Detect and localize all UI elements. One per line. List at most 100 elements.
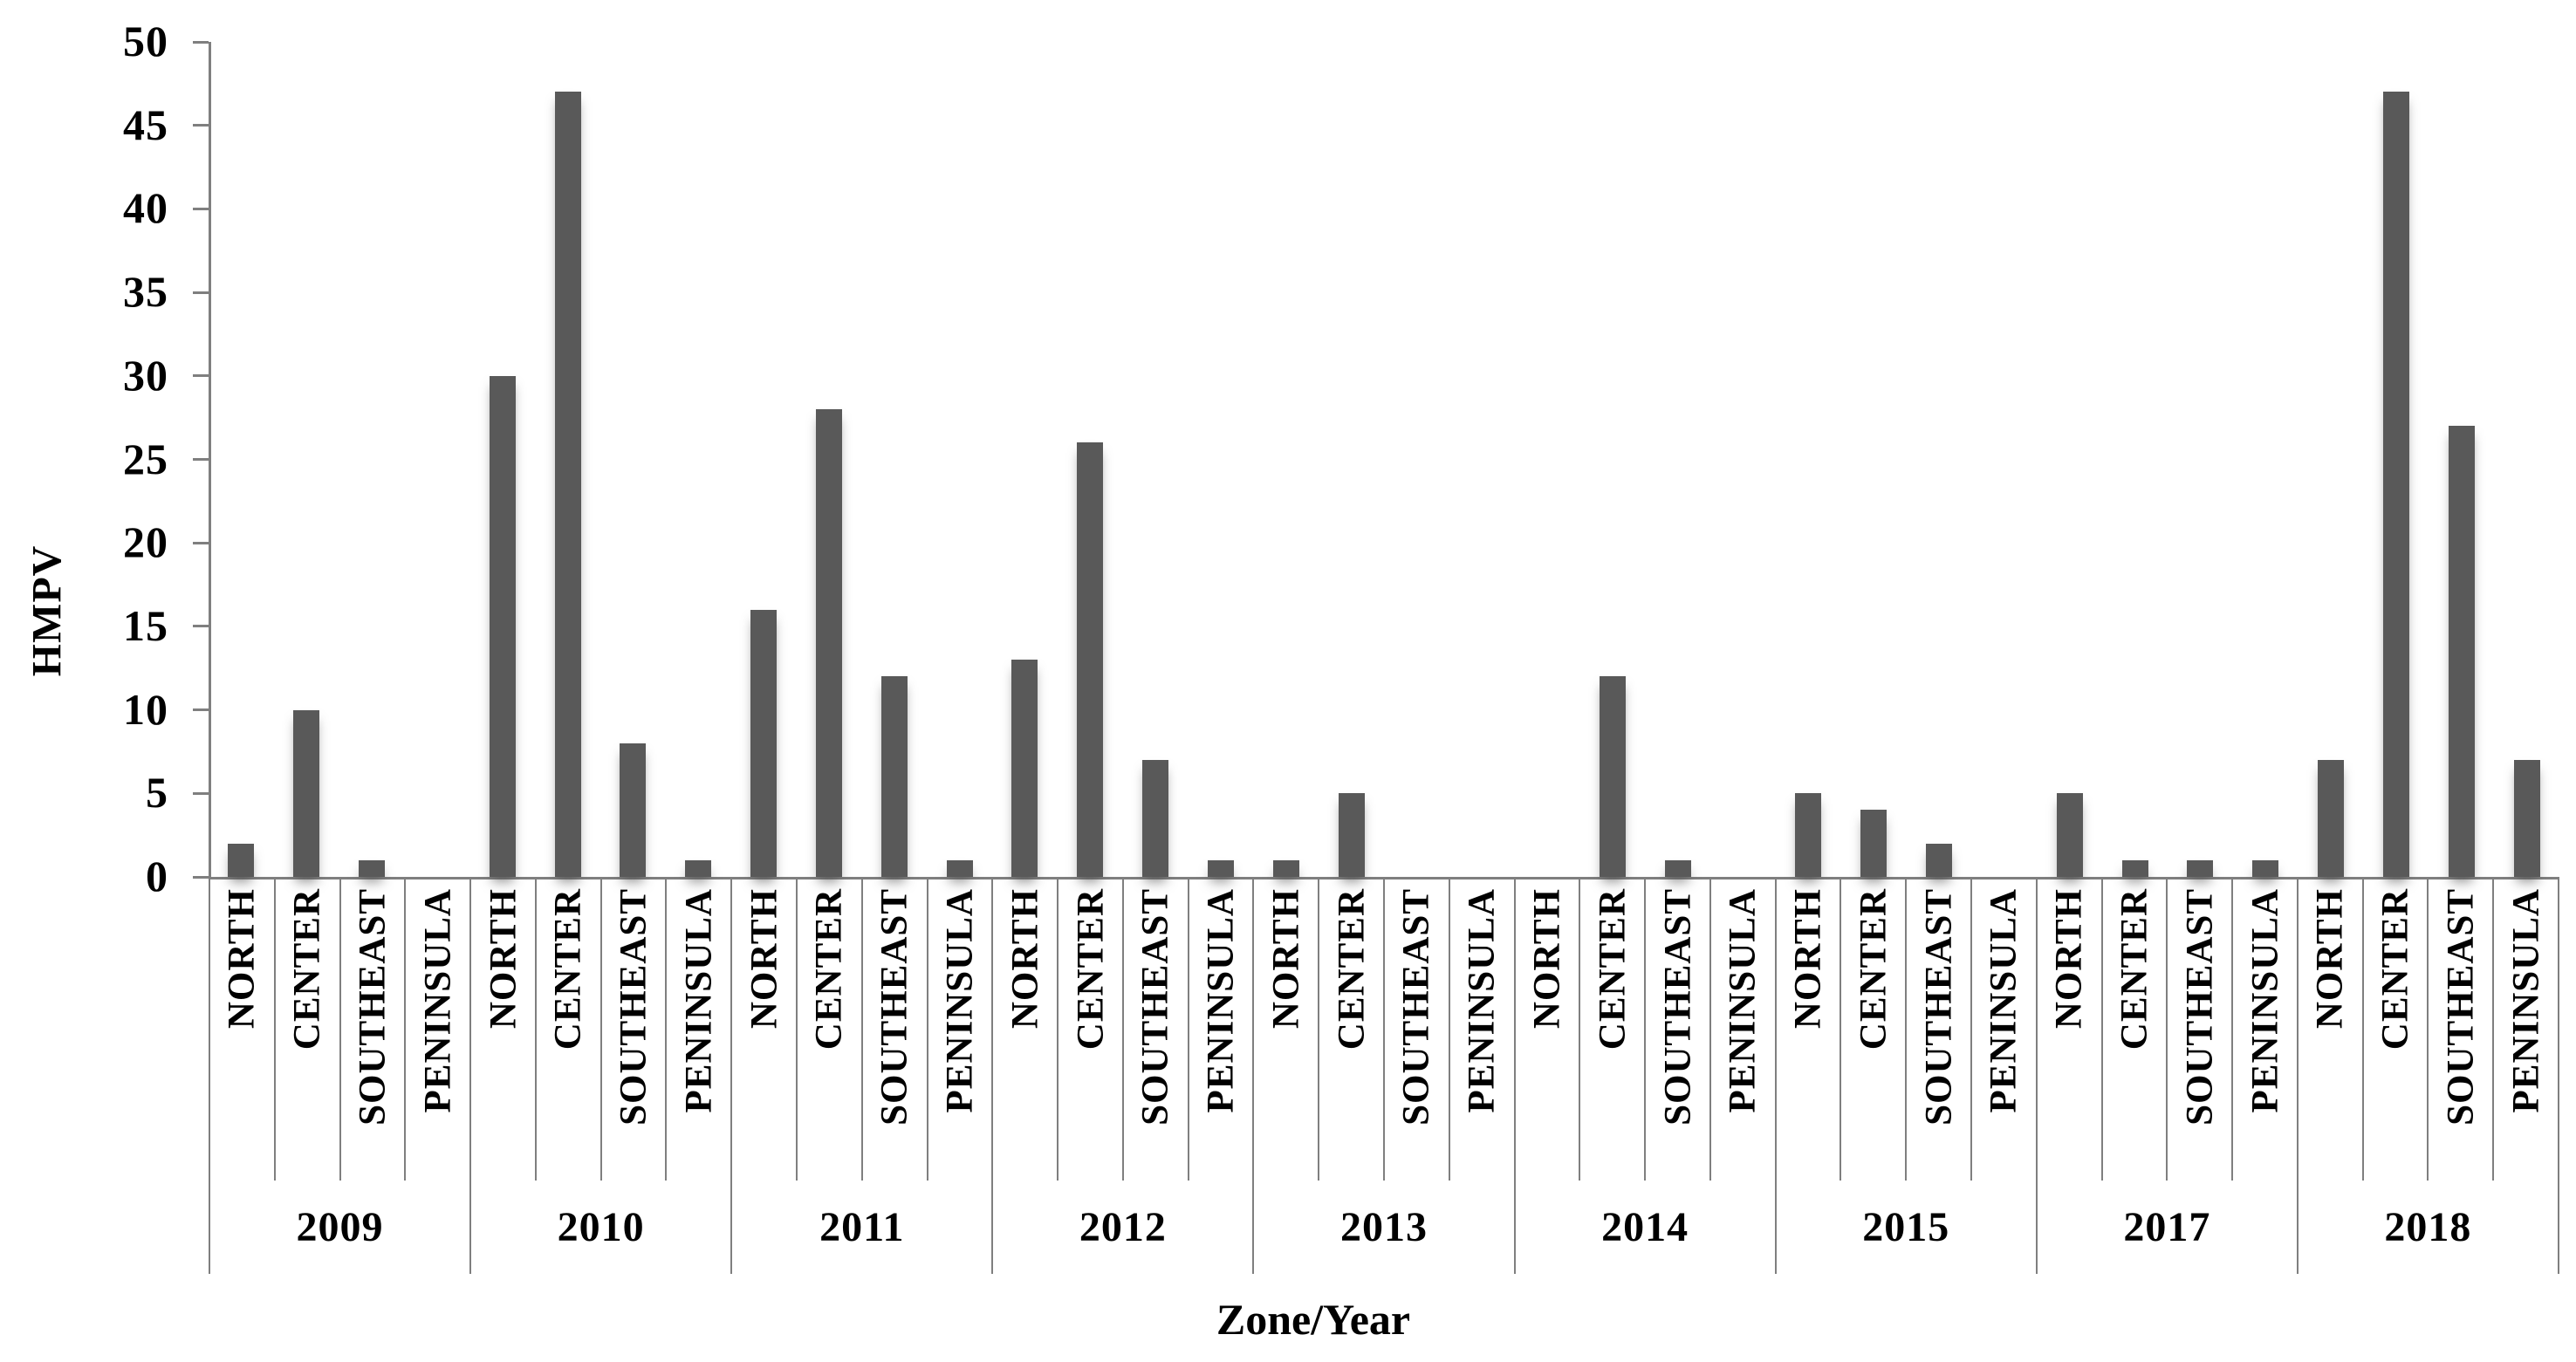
bar-2011-north [750, 609, 778, 877]
zone-label-peninsula: PENINSULA [1722, 888, 1764, 1113]
bar-slot [274, 42, 339, 877]
bar-group-2017 [2037, 42, 2298, 877]
bar-slot [2363, 42, 2429, 877]
bar-slot [1841, 42, 1907, 877]
year-group-2010: NORTH CENTER SOUTHEAST PENINSULA 2010 [469, 879, 730, 1274]
y-tick-mark [193, 124, 209, 127]
zone-cell: SOUTHEAST [2429, 879, 2495, 1181]
zones-row: NORTH CENTER SOUTHEAST PENINSULA [471, 879, 730, 1181]
bar-2009-southeast [359, 859, 386, 877]
bar-2017-southeast [2187, 859, 2214, 877]
year-group-2014: NORTH CENTER SOUTHEAST PENINSULA 2014 [1513, 879, 1775, 1274]
zone-label-center: CENTER [1853, 888, 1894, 1051]
bar-slot [1710, 42, 1776, 877]
zone-cell: SOUTHEAST [602, 879, 668, 1181]
x-axis-line [209, 877, 2559, 879]
bar-2009-center [293, 709, 320, 877]
zones-row: NORTH CENTER SOUTHEAST PENINSULA [993, 879, 1252, 1181]
zone-label-north: NORTH [2309, 888, 2351, 1030]
zone-label-center: CENTER [1330, 888, 1372, 1051]
zone-cell: PENINSULA [1711, 879, 1775, 1181]
zone-label-center: CENTER [286, 888, 328, 1051]
bar-slot [1319, 42, 1384, 877]
zone-cell: NORTH [1254, 879, 1320, 1181]
zone-label-peninsula: PENINSULA [2504, 888, 2546, 1113]
bar-slot [1515, 42, 1580, 877]
zone-cell: CENTER [1580, 879, 1647, 1181]
bar-slot [861, 42, 927, 877]
year-label-2011: 2011 [819, 1204, 905, 1250]
bar-slot [1123, 42, 1189, 877]
zone-label-north: NORTH [2048, 888, 2090, 1030]
zone-cell: SOUTHEAST [341, 879, 407, 1181]
year-label-2012: 2012 [1079, 1204, 1167, 1250]
bar-2017-center [2121, 859, 2148, 877]
bar-2018-southeast [2448, 426, 2475, 877]
plot-area [209, 42, 2559, 877]
zones-row: NORTH CENTER SOUTHEAST PENINSULA [210, 879, 469, 1181]
zone-label-peninsula: PENINSULA [678, 888, 720, 1113]
zone-label-southeast: SOUTHEAST [1917, 888, 1959, 1126]
zone-cell: NORTH [732, 879, 798, 1181]
bar-slot [731, 42, 797, 877]
zone-cell: NORTH [2299, 879, 2364, 1181]
zone-cell: CENTER [276, 879, 341, 1181]
bar-2010-peninsula [685, 859, 712, 877]
bar-group-2012 [992, 42, 1253, 877]
y-tick-mark [193, 207, 209, 210]
zone-cell: CENTER [1841, 879, 1908, 1181]
zone-label-southeast: SOUTHEAST [874, 888, 915, 1126]
y-tick-label: 40 [123, 183, 168, 233]
bar-slot [2233, 42, 2299, 877]
zone-label-center: CENTER [547, 888, 589, 1051]
bar-slot [2429, 42, 2494, 877]
zone-label-peninsula: PENINSULA [1461, 888, 1503, 1113]
x-axis-title: Zone/Year [1216, 1295, 1411, 1344]
bar-2014-center [1599, 676, 1626, 877]
bar-slot [1907, 42, 1972, 877]
year-label-2010: 2010 [557, 1204, 645, 1250]
bar-slot [2299, 42, 2364, 877]
bar-slot [1449, 42, 1515, 877]
bar-slot [1253, 42, 1319, 877]
year-label-2015: 2015 [1862, 1204, 1950, 1250]
bar-slot [1058, 42, 1123, 877]
y-tick-mark [193, 708, 209, 712]
zones-row: NORTH CENTER SOUTHEAST PENINSULA [1254, 879, 1513, 1181]
y-tick-mark [193, 374, 209, 378]
bar-2011-peninsula [946, 859, 973, 877]
bar-slot [796, 42, 861, 877]
bar-slot [2037, 42, 2102, 877]
bar-2010-southeast [620, 743, 647, 877]
bar-2012-southeast [1142, 760, 1169, 877]
zone-label-peninsula: PENINSULA [1200, 888, 1242, 1113]
bar-slot [1579, 42, 1645, 877]
bar-2018-center [2382, 92, 2409, 877]
zone-label-north: NORTH [1526, 888, 1568, 1030]
zones-row: NORTH CENTER SOUTHEAST PENINSULA [2299, 879, 2558, 1181]
zone-label-southeast: SOUTHEAST [1134, 888, 1176, 1126]
zone-label-peninsula: PENINSULA [1983, 888, 2024, 1113]
bar-slot [469, 42, 535, 877]
bar-group-2010 [469, 42, 730, 877]
year-group-2018: NORTH CENTER SOUTHEAST PENINSULA 2018 [2296, 879, 2559, 1274]
bar-group-2015 [1776, 42, 2037, 877]
zone-label-north: NORTH [1787, 888, 1829, 1030]
year-label-2018: 2018 [2384, 1204, 2472, 1250]
zone-cell: CENTER [537, 879, 602, 1181]
bar-2015-north [1795, 793, 1822, 877]
zone-cell: CENTER [798, 879, 863, 1181]
zone-cell: NORTH [1516, 879, 1581, 1181]
zone-cell: PENINSULA [1189, 879, 1253, 1181]
zone-label-southeast: SOUTHEAST [2440, 888, 2482, 1126]
y-tick-label: 15 [123, 600, 168, 650]
bar-2015-center [1860, 810, 1887, 877]
bar-2013-center [1338, 793, 1365, 877]
zone-label-center: CENTER [2114, 888, 2155, 1051]
zone-label-peninsula: PENINSULA [939, 888, 981, 1113]
bar-group-2011 [731, 42, 992, 877]
zone-cell: PENINSULA [2233, 879, 2297, 1181]
bar-slot [339, 42, 405, 877]
year-group-2017: NORTH CENTER SOUTHEAST PENINSULA 2017 [2035, 879, 2297, 1274]
